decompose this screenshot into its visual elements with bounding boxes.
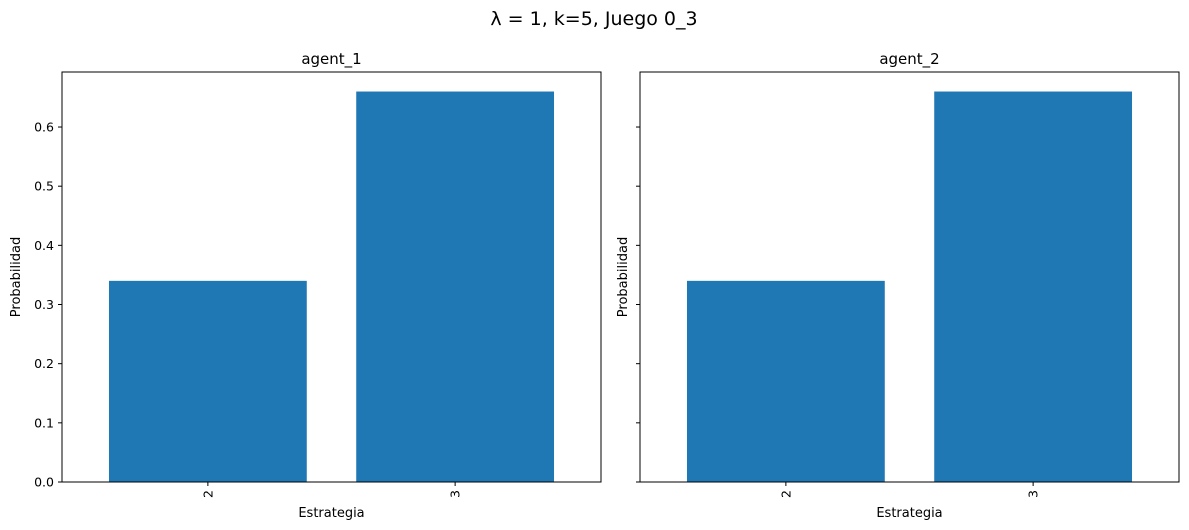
x-tick-label: 3 bbox=[448, 490, 463, 498]
y-tick-label: 0.3 bbox=[34, 297, 54, 312]
y-tick-label: 0.5 bbox=[34, 179, 54, 194]
y-axis-label: Probabilidad bbox=[616, 237, 631, 317]
bar-2 bbox=[108, 280, 307, 482]
x-tick-label: 3 bbox=[1026, 490, 1041, 498]
x-axis-label: Estrategia bbox=[298, 506, 364, 521]
x-tick-label: 2 bbox=[200, 490, 215, 498]
axes-title: agent_2 bbox=[879, 50, 939, 69]
figure-suptitle: λ = 1, k=5, Juego 0_3 bbox=[490, 8, 697, 30]
y-tick-label: 0.2 bbox=[34, 356, 54, 371]
y-tick-label: 0.0 bbox=[34, 475, 54, 490]
y-tick-label: 0.1 bbox=[34, 415, 54, 430]
axes-frame bbox=[61, 71, 602, 483]
axes-1: 2 3 0.0 0.1 0.2 0.3 0.4 0.5 0.6 agent_1 Estrategia… bbox=[9, 50, 602, 521]
bar-2 bbox=[686, 280, 885, 482]
axes-frame bbox=[639, 71, 1180, 483]
bar-3 bbox=[934, 91, 1133, 483]
axes-2: 2 3 agent_2 Estrategia Probabilidad bbox=[616, 50, 1180, 521]
x-tick-label: 2 bbox=[778, 490, 793, 498]
y-tick-label: 0.6 bbox=[34, 120, 54, 135]
axes-title: agent_1 bbox=[301, 50, 361, 69]
y-tick-label: 0.4 bbox=[34, 238, 54, 253]
x-axis-label: Estrategia bbox=[876, 506, 942, 521]
bar-3 bbox=[356, 91, 555, 483]
y-axis-label: Probabilidad bbox=[9, 237, 24, 317]
